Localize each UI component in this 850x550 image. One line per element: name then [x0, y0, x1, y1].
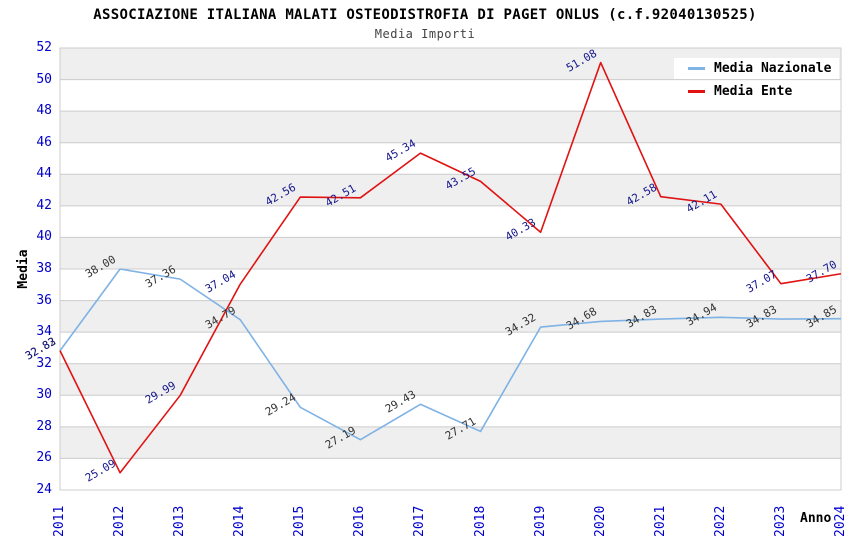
x-tick-label: 2020	[592, 505, 608, 537]
plot-band	[60, 458, 841, 490]
x-tick-label: 2018	[472, 505, 488, 537]
media-nazionale-line	[59, 268, 842, 441]
y-tick-label: 44	[36, 166, 52, 182]
x-tick-label: 2016	[352, 505, 368, 537]
y-tick-label: 40	[36, 229, 52, 245]
x-tick-label: 2019	[532, 505, 548, 537]
y-tick-label: 36	[36, 292, 52, 308]
plot-band	[60, 142, 841, 175]
y-axis-title: Media	[16, 249, 31, 289]
legend-label-media-nazionale: Media Nazionale	[714, 61, 832, 76]
plot-band	[60, 363, 841, 396]
y-tick-label: 50	[36, 71, 52, 87]
plot-band	[60, 300, 841, 333]
legend: Media Nazionale Media Ente	[674, 58, 840, 102]
legend-item-media-nazionale: Media Nazionale	[674, 58, 840, 79]
x-tick-label: 2012	[112, 505, 128, 537]
plot-band	[60, 205, 841, 238]
x-axis-title: Anno	[800, 511, 832, 526]
y-tick-label: 24	[36, 482, 52, 497]
plot-band	[60, 237, 841, 269]
x-tick-label: 2015	[292, 505, 308, 537]
plot-band	[60, 332, 841, 364]
x-tick-label: 2022	[712, 505, 728, 537]
y-tick-label: 48	[36, 103, 52, 119]
plot-band	[60, 111, 841, 143]
chart-subtitle: Media Importi	[374, 27, 476, 41]
x-tick-label: 2013	[172, 505, 188, 537]
legend-item-media-ente: Media Ente	[674, 81, 840, 102]
y-tick-label: 30	[36, 387, 52, 403]
media-nazionale-swatch-icon	[688, 67, 705, 70]
y-tick-label: 46	[36, 134, 52, 150]
page-title: ASSOCIAZIONE ITALIANA MALATI OSTEODISTRO…	[93, 7, 757, 23]
y-tick-label: 32	[36, 355, 52, 371]
x-tick-label: 2017	[412, 505, 428, 537]
plot-band	[60, 269, 841, 301]
y-tick-label: 34	[36, 324, 52, 340]
x-tick-label: 2024	[833, 505, 848, 537]
y-tick-label: 42	[36, 197, 52, 213]
plot-band	[60, 426, 841, 459]
x-tick-label: 2011	[52, 505, 67, 537]
plot-band	[60, 174, 841, 206]
y-tick-label: 38	[36, 261, 52, 276]
y-tick-label: 26	[36, 450, 52, 466]
x-tick-label: 2023	[772, 505, 788, 537]
x-tick-label: 2021	[652, 505, 668, 537]
x-tick-label: 2014	[232, 505, 248, 537]
plot-border	[59, 47, 842, 491]
y-tick-label: 52	[36, 40, 52, 55]
media-ente-swatch-icon	[688, 90, 705, 93]
legend-label-media-ente: Media Ente	[714, 84, 793, 99]
plot-band	[60, 395, 841, 427]
y-tick-label: 28	[36, 418, 52, 434]
media-ente-line	[59, 61, 842, 474]
